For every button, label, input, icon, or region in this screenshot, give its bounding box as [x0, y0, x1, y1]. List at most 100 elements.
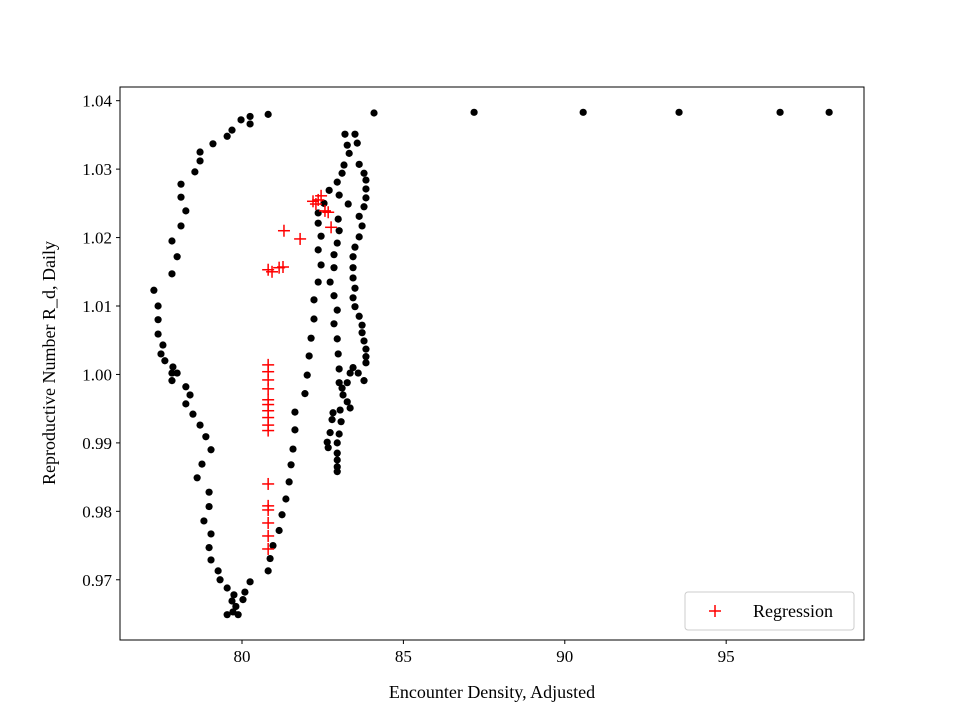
y-axis-label: Reproductive Number R_d, Daily — [39, 241, 59, 485]
data-point — [301, 390, 309, 398]
y-tick-label: 1.03 — [82, 160, 112, 179]
data-point — [205, 488, 213, 496]
legend-plus-marker — [709, 605, 721, 617]
data-point — [343, 141, 351, 149]
data-point — [341, 130, 349, 138]
data-point — [169, 363, 177, 371]
data-point — [362, 194, 370, 202]
data-point — [355, 160, 363, 168]
data-point — [333, 468, 341, 476]
data-point — [207, 530, 215, 538]
x-tick-label: 90 — [556, 647, 573, 666]
x-tick-label: 95 — [718, 647, 735, 666]
data-point — [216, 576, 224, 584]
data-point — [358, 329, 366, 337]
data-point — [278, 511, 286, 519]
data-point — [346, 404, 354, 412]
data-point — [177, 193, 185, 201]
data-point — [335, 365, 343, 373]
regression-point — [307, 195, 320, 208]
data-point — [349, 274, 357, 282]
data-point — [196, 148, 204, 156]
data-point — [228, 126, 236, 134]
regression-point — [318, 204, 331, 217]
regression-point — [322, 206, 335, 219]
data-point — [205, 502, 213, 511]
data-point — [330, 264, 338, 272]
data-point — [358, 321, 366, 329]
data-point — [310, 315, 318, 323]
data-point — [333, 449, 341, 457]
data-point — [186, 391, 194, 399]
data-point — [239, 596, 247, 604]
data-point — [275, 526, 283, 535]
data-point — [232, 602, 240, 611]
data-point — [314, 278, 322, 286]
regression-point — [277, 260, 290, 273]
data-point — [335, 191, 343, 199]
data-point — [246, 578, 254, 586]
data-point — [338, 169, 346, 177]
data-point — [154, 302, 162, 310]
data-point — [241, 588, 249, 596]
data-point — [193, 474, 201, 482]
data-point — [343, 398, 351, 406]
data-point — [336, 406, 344, 414]
regression-point — [262, 382, 275, 395]
x-tick-label: 85 — [395, 647, 412, 666]
data-point — [354, 369, 362, 377]
regression-point — [262, 542, 275, 555]
data-point — [161, 357, 169, 365]
data-point — [339, 391, 347, 399]
y-tick-label: 0.98 — [82, 502, 112, 521]
data-point — [196, 421, 204, 429]
data-point — [330, 292, 338, 300]
data-point — [182, 207, 190, 215]
data-point — [173, 369, 181, 377]
data-point — [207, 556, 215, 564]
data-point — [291, 426, 299, 434]
data-point — [157, 350, 165, 358]
y-tick-label: 0.99 — [82, 434, 112, 453]
data-point — [223, 132, 231, 140]
data-point — [330, 320, 338, 328]
data-point — [326, 429, 334, 437]
data-point — [150, 286, 158, 294]
data-point — [182, 383, 190, 391]
data-point — [825, 108, 833, 116]
data-point — [349, 253, 357, 261]
x-tick-label: 80 — [234, 647, 251, 666]
data-point — [168, 237, 176, 245]
data-point — [349, 264, 357, 272]
data-point — [362, 353, 370, 361]
data-point — [346, 369, 354, 377]
data-point — [355, 312, 363, 320]
data-point — [334, 215, 342, 223]
data-point — [358, 222, 366, 230]
data-point — [314, 219, 322, 227]
data-point — [285, 478, 293, 486]
data-point — [291, 408, 299, 416]
data-point — [360, 377, 368, 385]
data-point — [214, 567, 222, 575]
y-tick-label: 0.97 — [82, 571, 112, 590]
data-point — [246, 112, 254, 121]
plot-area-frame — [119, 86, 865, 641]
data-point — [351, 303, 359, 311]
data-point — [333, 178, 341, 186]
data-point — [205, 544, 213, 552]
data-point — [289, 445, 297, 453]
regression-point — [262, 516, 275, 529]
data-point — [360, 337, 368, 345]
data-point — [191, 168, 199, 176]
data-point — [776, 108, 784, 116]
data-point — [314, 246, 322, 254]
data-point — [196, 157, 204, 165]
data-point — [202, 433, 210, 441]
data-point — [351, 284, 359, 292]
data-point — [237, 116, 245, 124]
regression-point — [266, 265, 279, 278]
data-point — [303, 371, 311, 379]
data-point — [335, 379, 343, 387]
